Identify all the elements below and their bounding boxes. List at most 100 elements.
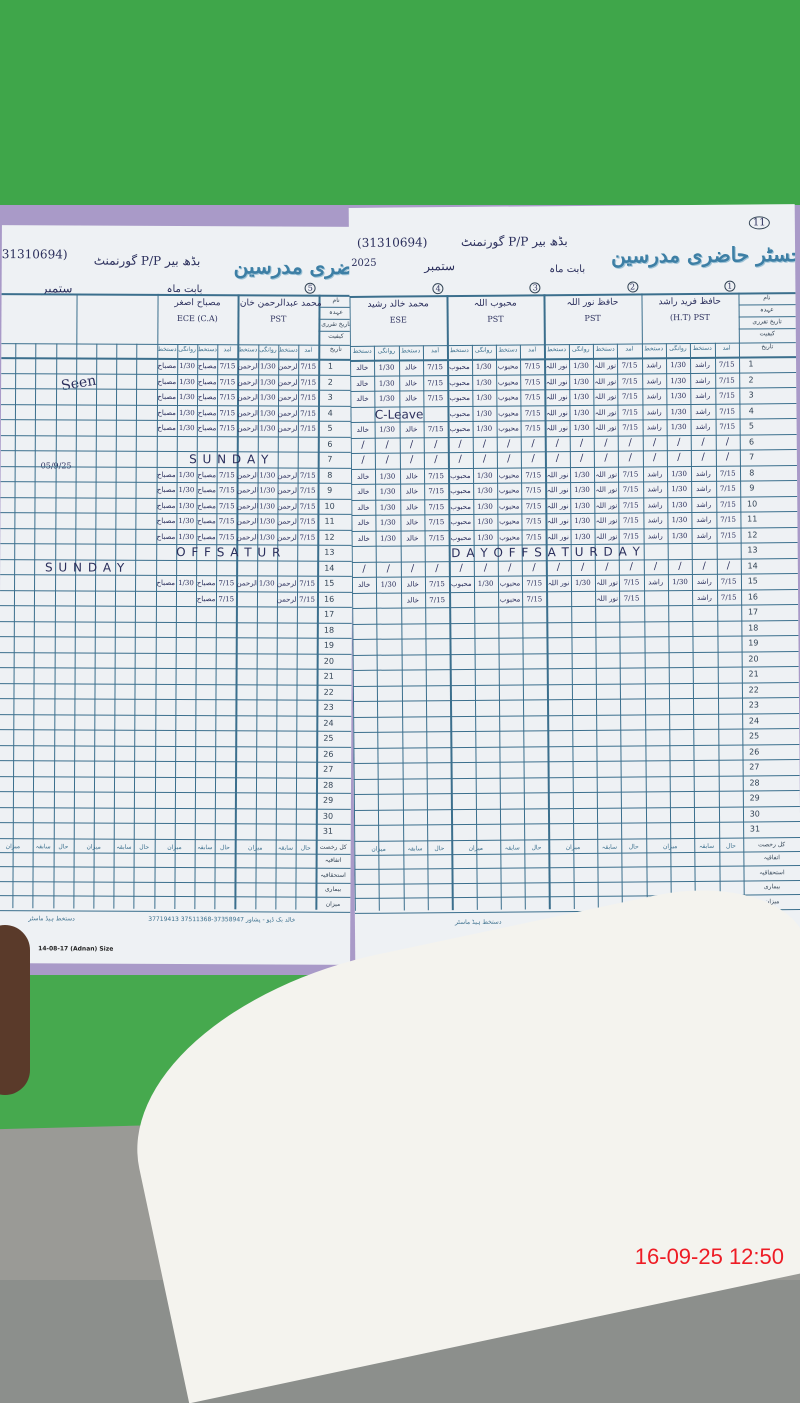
attendance-entry: عبدالرحمن xyxy=(277,378,299,387)
row-number: 6 xyxy=(748,436,755,446)
attendance-entry: محبوب xyxy=(497,377,519,387)
teacher-post: ECE (C.A) xyxy=(177,314,218,324)
grid-line xyxy=(12,343,17,908)
attendance-entry: خالد xyxy=(405,471,418,480)
attendance-entry: محبوب xyxy=(497,393,519,402)
teacher-post: PST xyxy=(487,314,504,324)
column-header: آمد xyxy=(304,346,313,354)
row-number: 6 xyxy=(327,439,333,449)
row-label: نام xyxy=(332,296,340,304)
attendance-entry: محبوب xyxy=(449,362,470,372)
row-label: عہدہ xyxy=(760,306,774,314)
holiday-mark: S U N D A Y xyxy=(44,559,126,575)
row-label: کیفیت xyxy=(759,330,775,338)
row-number: 26 xyxy=(749,746,760,756)
column-header: آمد xyxy=(528,346,537,354)
column-header: آمد xyxy=(430,347,440,355)
row-number: 27 xyxy=(323,764,334,774)
grid-line xyxy=(353,790,800,795)
slash-mark: / xyxy=(726,560,731,572)
grid-line xyxy=(113,343,118,909)
attendance-entry: 7/15 xyxy=(299,486,316,495)
attendance-entry: محبوب xyxy=(498,470,520,480)
attendance-entry: 7/15 xyxy=(429,595,446,604)
attendance-entry: راشد xyxy=(695,422,711,431)
slash-mark: / xyxy=(385,439,389,451)
attendance-entry: 1/30 xyxy=(573,470,590,479)
attendance-entry: 7/15 xyxy=(218,501,235,510)
slash-mark: / xyxy=(678,560,682,572)
attendance-entry: عبدالرحمن xyxy=(236,532,257,541)
grid-line xyxy=(353,712,800,718)
row-number: 30 xyxy=(749,808,760,818)
attendance-entry: 7/15 xyxy=(218,486,235,495)
attendance-entry: مصباح xyxy=(197,501,216,510)
attendance-entry: 1/30 xyxy=(179,393,195,402)
attendance-entry: 1/30 xyxy=(476,486,493,495)
attendance-entry: 1/30 xyxy=(178,486,195,495)
attendance-entry: 1/30 xyxy=(259,408,276,418)
attendance-entry: محبوب xyxy=(450,533,472,542)
attendance-entry: عبدالرحمن xyxy=(236,470,258,479)
grid-line xyxy=(353,728,800,733)
slash-mark: / xyxy=(458,438,462,450)
attendance-entry: 7/15 xyxy=(526,594,543,603)
row-number: 4 xyxy=(748,405,754,415)
attendance-entry: راشد xyxy=(695,391,711,400)
row-number: 3 xyxy=(327,392,333,402)
attendance-entry: عبدالرحمن xyxy=(236,517,257,526)
attendance-entry: 1/30 xyxy=(670,423,687,432)
attendance-entry: 7/15 xyxy=(299,517,316,526)
slash-mark: / xyxy=(508,562,512,574)
attendance-entry: 7/15 xyxy=(622,500,639,510)
slash-mark: / xyxy=(579,437,584,449)
row-number: 15 xyxy=(324,578,335,588)
row-number: 8 xyxy=(327,470,333,480)
attendance-entry: 1/30 xyxy=(179,377,195,386)
attendance-entry: 7/15 xyxy=(525,486,542,495)
year-value: 2025 xyxy=(351,257,377,269)
grid-line xyxy=(352,681,799,687)
summary-column-header: میزان xyxy=(371,845,386,853)
row-label: تاریخ xyxy=(329,345,342,353)
slash-mark: / xyxy=(555,453,560,465)
attendance-entry: نور اللہ xyxy=(546,486,569,495)
attendance-entry: مصباح xyxy=(156,501,176,510)
attendance-entry: 7/15 xyxy=(428,518,445,527)
left-page: رجسٹر حاضری مدرسین گورنمنٹ P/P بڈھ بیر 3… xyxy=(0,225,354,965)
attendance-entry: 1/30 xyxy=(378,379,395,388)
summary-column-header: میزان xyxy=(167,843,182,851)
attendance-entry: 7/15 xyxy=(525,532,542,541)
attendance-entry: 7/15 xyxy=(524,377,541,386)
column-header: دستخط xyxy=(238,346,258,354)
row-number: 19 xyxy=(748,638,759,648)
attendance-entry: محبوب xyxy=(499,579,521,588)
attendance-entry: عبدالرحمن xyxy=(276,579,298,588)
column-header: دستخط xyxy=(692,344,712,352)
attendance-entry: 7/15 xyxy=(526,579,543,588)
attendance-entry: 7/15 xyxy=(300,378,317,387)
summary-corner: کل رخصت xyxy=(319,843,347,851)
summary-column-header: میزان xyxy=(5,842,21,850)
teacher-number: 5 xyxy=(304,282,316,294)
column-header: آمد xyxy=(223,346,232,354)
attendance-entry: 1/30 xyxy=(671,531,688,540)
row-number: 8 xyxy=(749,467,755,477)
row-number: 21 xyxy=(323,671,334,681)
attendance-entry: عبدالرحمن xyxy=(277,424,298,433)
attendance-entry: محبوب xyxy=(450,579,472,589)
row-number: 2 xyxy=(327,377,333,387)
slash-mark: / xyxy=(556,561,561,573)
row-number: 29 xyxy=(322,795,334,805)
attendance-entry: عبدالرحمن xyxy=(276,595,297,604)
attendance-entry: 1/30 xyxy=(574,485,590,495)
attendance-entry: 1/30 xyxy=(259,377,276,387)
row-number: 18 xyxy=(748,622,759,632)
row-number: 7 xyxy=(749,452,755,462)
green-table xyxy=(0,0,800,230)
attendance-entry: 1/30 xyxy=(671,500,688,509)
attendance-entry: راشد xyxy=(696,500,712,509)
slash-mark: / xyxy=(459,562,463,574)
row-number: 1 xyxy=(748,359,754,369)
attendance-entry: مصباح xyxy=(196,594,216,603)
